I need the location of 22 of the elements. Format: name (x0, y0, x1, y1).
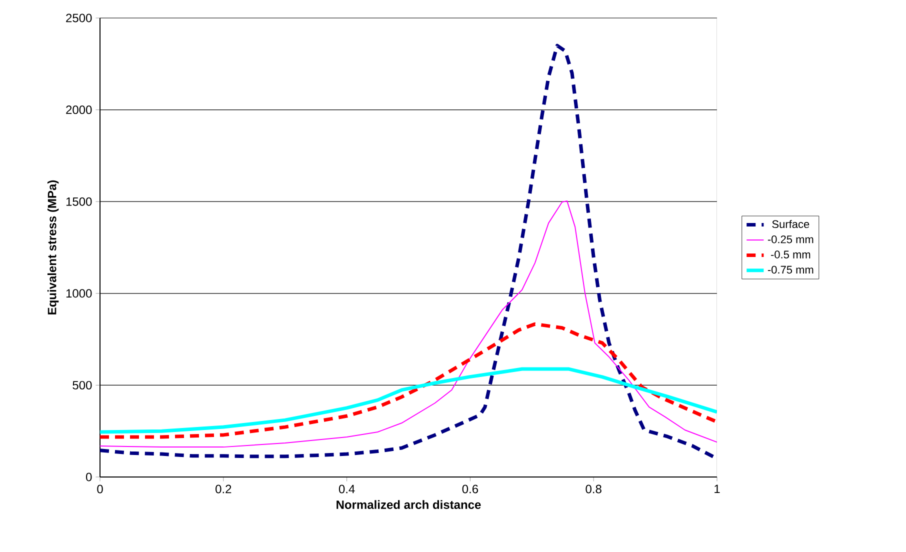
line-series (100, 322, 717, 439)
legend-label: -0.75 mm (768, 266, 814, 274)
x-tick-label: 0.4 (338, 484, 355, 494)
x-tick-label: 0.8 (586, 484, 602, 494)
line-series (100, 367, 717, 434)
x-tick-label: 0.2 (216, 484, 232, 494)
y-tick-label: 2500 (66, 14, 92, 22)
line-series (100, 44, 717, 460)
x-axis-title: Normalized arch distance (336, 500, 481, 509)
legend-label: -0.25 mm (768, 235, 814, 244)
x-tick-label: 0.6 (462, 484, 478, 494)
y-tick-label: 500 (72, 380, 92, 390)
y-tick-label: 0 (86, 472, 92, 482)
y-tick-label: 1500 (66, 197, 92, 206)
x-tick-label: 1 (714, 484, 720, 494)
line-series (100, 200, 717, 448)
y-tick-label: 1000 (66, 289, 92, 298)
x-tick-label: 0 (97, 484, 103, 494)
legend-label: Surface (772, 220, 810, 228)
y-axis-title: Equivalent stress (MPa) (47, 180, 59, 314)
legend-label: -0.5 mm (770, 250, 810, 258)
y-tick-label: 2000 (66, 106, 92, 114)
